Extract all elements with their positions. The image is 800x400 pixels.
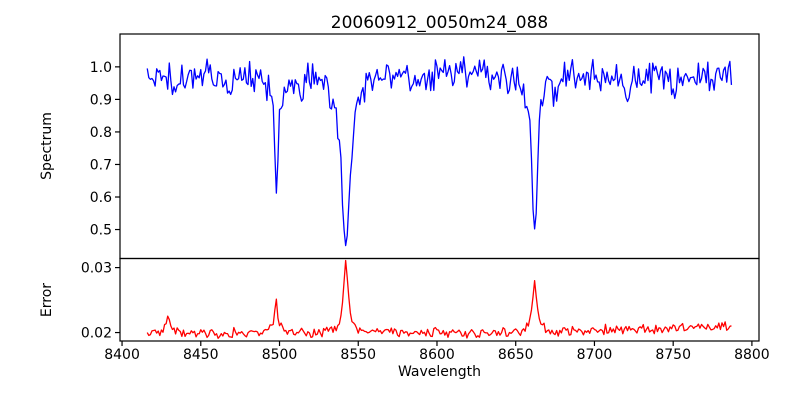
x-tick-label: 8400: [104, 347, 140, 363]
y-tick-label: 1.0: [90, 60, 112, 76]
x-tick-label: 8700: [577, 347, 613, 363]
y-tick-label: 0.03: [81, 261, 112, 277]
x-tick-label: 8800: [734, 347, 770, 363]
error-line: [146, 259, 732, 339]
x-tick-label: 8550: [340, 347, 376, 363]
y-tick-label: 0.8: [90, 125, 112, 141]
x-tick-label: 8750: [655, 347, 691, 363]
axes-frame: [119, 33, 760, 260]
x-tick-label: 8650: [498, 347, 534, 363]
y-tick-label: 0.7: [90, 157, 112, 173]
x-tick-label: 8500: [262, 347, 298, 363]
axes-frame: [119, 257, 760, 342]
chart-title: 20060912_0050m24_088: [330, 13, 549, 33]
y-tick-label: 0.02: [81, 326, 112, 342]
y-tick-label: 0.5: [90, 223, 112, 239]
y-tick-label: 0.9: [90, 92, 112, 108]
x-axis-label: Wavelength: [397, 364, 482, 380]
x-tick-label: 8600: [419, 347, 455, 363]
y-tick-label: 0.6: [90, 190, 112, 206]
spectrum-line: [146, 56, 733, 247]
x-tick-label: 8450: [183, 347, 219, 363]
